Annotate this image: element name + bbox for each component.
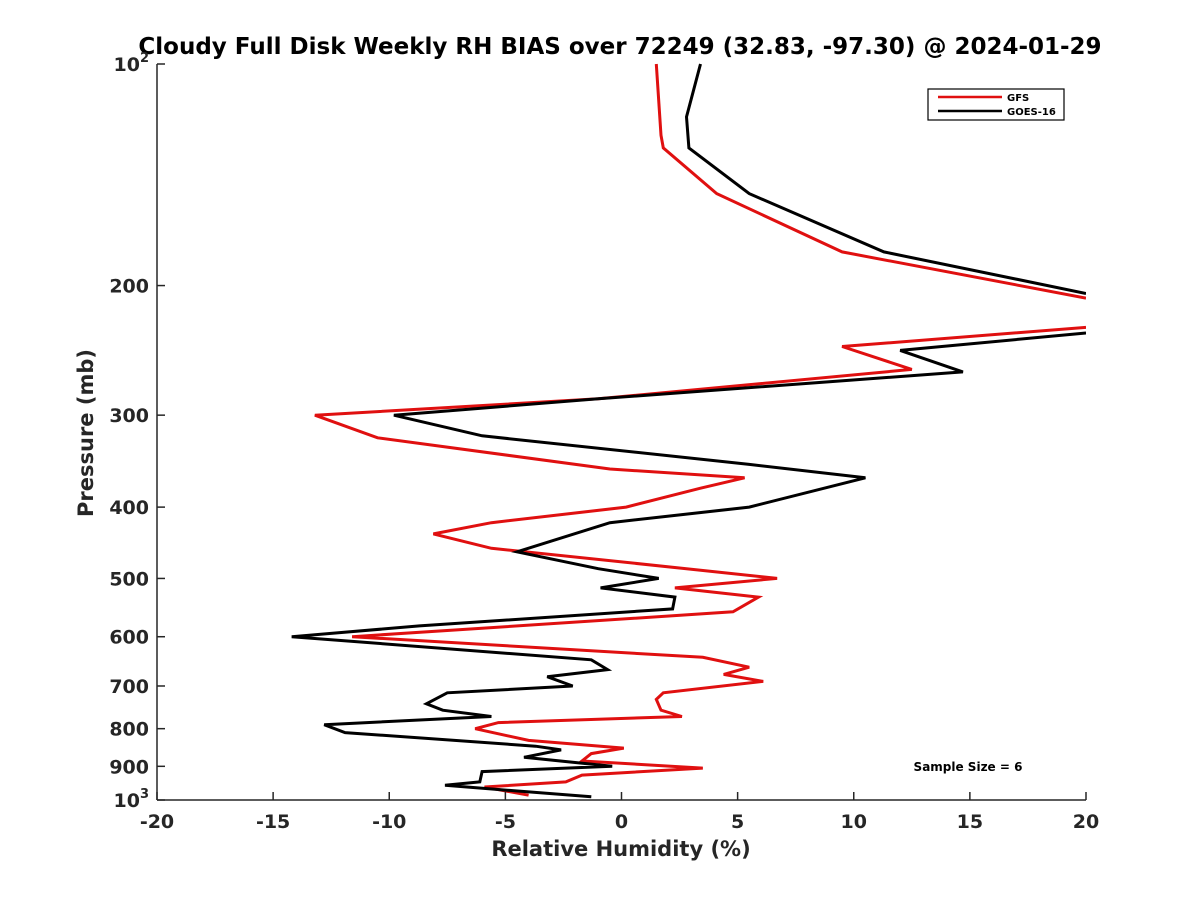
x-tick-label: 0	[615, 811, 628, 833]
y-tick-label: 600	[109, 627, 149, 649]
series-line-gfs	[314, 63, 1086, 797]
y-tick-label: 200	[109, 276, 149, 298]
y-tick-label: 900	[109, 756, 149, 778]
x-axis-ticks: -20 -15 -10 -5 0 5 10 15 20	[140, 792, 1099, 833]
x-tick-label: -20	[140, 811, 174, 833]
plot-background	[157, 64, 1086, 800]
legend-label-goes16: GOES-16	[1007, 107, 1056, 118]
y-tick-label: 103	[114, 787, 150, 812]
axes: -20 -15 -10 -5 0 5 10 15 20 102 200 300 400 500 600 70…	[109, 51, 1099, 833]
x-tick-label: -15	[256, 811, 290, 833]
legend-box	[927, 88, 1065, 121]
y-tick-label: 400	[109, 497, 149, 519]
y-axis-ticks: 102 200 300 400 500 600 700 800 900 103	[109, 51, 165, 812]
x-tick-label: -10	[372, 811, 406, 833]
series-layer	[291, 63, 1086, 799]
plot-area: -20 -15 -10 -5 0 5 10 15 20 102 200 300 400 500 600 70…	[109, 51, 1099, 833]
y-tick-label: 800	[109, 719, 149, 741]
sample-size-annotation: Sample Size = 6	[914, 760, 1023, 774]
x-tick-label: 20	[1073, 811, 1099, 833]
x-tick-label: 10	[841, 811, 867, 833]
chart-title: Cloudy Full Disk Weekly RH BIAS over 722…	[138, 34, 1101, 60]
x-tick-label: 5	[731, 811, 744, 833]
y-tick-label: 500	[109, 568, 149, 590]
y-tick-label: 700	[109, 676, 149, 698]
y-tick-label: 300	[109, 405, 149, 427]
series-line-goes16	[291, 63, 1086, 799]
y-tick-label: 102	[114, 51, 150, 76]
x-tick-label: 15	[957, 811, 983, 833]
legend: GFS GOES-16	[927, 88, 1065, 121]
x-axis-label: Relative Humidity (%)	[491, 837, 750, 861]
legend-label-gfs: GFS	[1007, 93, 1029, 104]
y-axis-label: Pressure (mb)	[74, 349, 98, 517]
x-tick-label: -5	[495, 811, 516, 833]
